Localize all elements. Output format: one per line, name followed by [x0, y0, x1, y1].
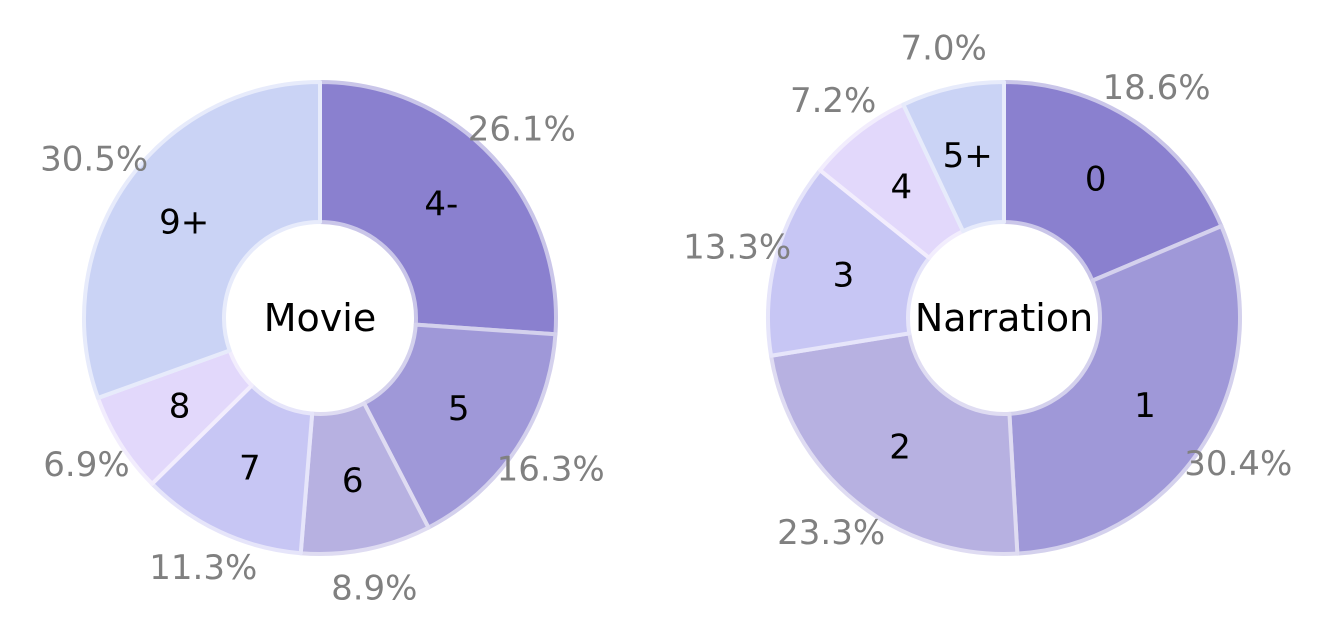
- movie-slice-label-6: 6: [342, 461, 364, 501]
- narration-slice-label-5plus: 5+: [943, 136, 993, 176]
- movie-percent-label-9plus: 30.5%: [40, 139, 148, 179]
- movie-slice-label-7: 7: [239, 448, 261, 488]
- narration-slice-1: [1007, 224, 1242, 556]
- movie-slice-7: [150, 383, 315, 556]
- narration-slice-5plus: [901, 80, 1006, 234]
- movie-slice-4minus: [318, 80, 558, 337]
- movie-slice-5: [362, 322, 558, 530]
- narration-slice-2: [769, 331, 1020, 556]
- movie-donut-chart: 4-26.1% 5 16.3% 6 8.9% 7 11.3% 8 6.9% 9+ 30.5% Mov…: [40, 80, 605, 609]
- narration-slice-label-0: 0: [1085, 160, 1107, 200]
- narration-percent-label-4: 7.2%: [790, 81, 876, 121]
- narration-slice-label-3: 3: [833, 256, 855, 296]
- movie-percent-label-7: 11.3%: [149, 548, 257, 588]
- narration-percent-label-0: 18.6%: [1103, 68, 1211, 108]
- movie-percent-label-6: 8.9%: [331, 569, 417, 609]
- movie-slice-label-4minus: 4-: [424, 185, 458, 225]
- movie-percent-label-8: 6.9%: [43, 445, 129, 485]
- narration-percent-label-5plus: 7.0%: [900, 29, 986, 69]
- narration-slice-3: [766, 168, 932, 358]
- narration-percent-label-2: 23.3%: [777, 513, 885, 553]
- movie-percent-label-4minus: 26.1%: [468, 110, 576, 150]
- narration-donut-chart: 0 18.6% 1 30.4% 2 23.3% 3 13.3% 4 7.2% 5+ 7.0% Narr…: [683, 29, 1292, 556]
- movie-slice-label-9plus: 9+: [159, 203, 209, 243]
- movie-slice-label-5: 5: [448, 389, 470, 429]
- narration-slice-0: [1002, 80, 1224, 283]
- narration-slice-label-4: 4: [890, 168, 912, 208]
- movie-slice-9plus: [82, 80, 322, 400]
- narration-slice-label-2: 2: [889, 427, 911, 467]
- narration-percent-label-1: 30.4%: [1184, 444, 1292, 484]
- narration-center-label: Narration: [915, 296, 1093, 340]
- movie-percent-label-5: 16.3%: [497, 450, 605, 490]
- movie-center-label: Movie: [264, 296, 376, 340]
- movie-slice-label-8: 8: [169, 387, 191, 427]
- narration-percent-label-3: 13.3%: [683, 228, 791, 268]
- narration-slice-label-1: 1: [1134, 386, 1156, 426]
